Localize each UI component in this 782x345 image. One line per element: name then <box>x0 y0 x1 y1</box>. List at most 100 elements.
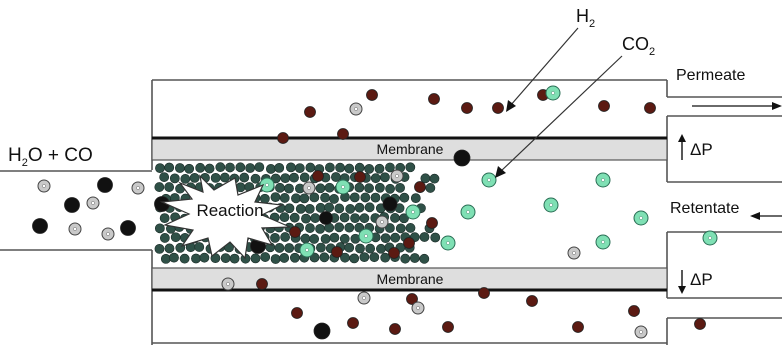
h2-particle-icon <box>526 295 538 307</box>
catalyst-pellet <box>215 162 226 173</box>
catalyst-pellet <box>309 234 320 244</box>
catalyst-pellet <box>395 182 405 193</box>
catalyst-pellet <box>324 202 335 213</box>
catalyst-pellet <box>245 163 256 173</box>
catalyst-pellet <box>284 243 295 253</box>
co-particle-core <box>136 186 140 190</box>
catalyst-pellet <box>286 162 296 173</box>
catalyst-pellet <box>430 232 441 243</box>
catalyst-pellet <box>405 223 416 233</box>
catalyst-pellet <box>354 222 365 233</box>
catalyst-pellet <box>279 193 290 203</box>
h2o-particle-icon <box>313 322 331 340</box>
catalyst-pellet <box>265 164 276 174</box>
h2-particle-icon <box>354 171 366 183</box>
catalyst-pellet <box>159 172 170 182</box>
catalyst-pellet <box>294 163 305 174</box>
catalyst-pellet <box>350 213 360 224</box>
catalyst-pellet <box>280 173 291 184</box>
h2o-particle-icon <box>120 220 136 236</box>
co2-particle-core <box>466 210 470 214</box>
h2-label: H2 <box>576 6 595 30</box>
catalyst-pellet <box>365 243 376 254</box>
catalyst-pellet <box>344 163 355 174</box>
catalyst-pellet <box>170 232 181 243</box>
catalyst-pellet <box>419 253 430 264</box>
catalyst-pellet <box>155 163 165 174</box>
reaction-label: Reaction <box>196 201 263 220</box>
catalyst-pellet <box>229 253 240 264</box>
catalyst-pellet <box>425 183 436 193</box>
h2-particle-icon <box>478 287 490 299</box>
catalyst-pellet <box>279 253 290 263</box>
co-particle-core <box>416 306 420 310</box>
catalyst-pellet <box>399 192 410 203</box>
catalyst-pellet <box>345 204 356 214</box>
catalyst-pellet <box>320 192 330 203</box>
co2-particle-core <box>265 183 269 187</box>
h2-particle-icon <box>403 237 415 249</box>
catalyst-pellet <box>279 212 290 223</box>
catalyst-pellet <box>270 173 281 184</box>
h2-particle-icon <box>256 278 268 290</box>
h2-particle-icon <box>598 100 610 112</box>
catalyst-pellet <box>319 252 330 263</box>
catalyst-pellet <box>385 162 395 173</box>
catalyst-pellet <box>169 252 179 263</box>
h2o-particle-icon <box>64 197 80 213</box>
catalyst-pellet <box>360 192 371 203</box>
catalyst-pellet <box>194 242 205 252</box>
catalyst-pellet <box>385 223 395 233</box>
catalyst-pellet <box>289 212 300 223</box>
co2-particle-core <box>364 234 368 238</box>
h2-particle-icon <box>331 246 343 258</box>
catalyst-pellet <box>399 213 409 224</box>
catalyst-pellet <box>429 173 440 184</box>
h2-particle-icon <box>304 106 316 118</box>
catalyst-pellet <box>370 192 381 203</box>
catalyst-pellet <box>354 162 365 173</box>
catalyst-pellet <box>159 233 170 243</box>
catalyst-pellet <box>390 213 400 223</box>
catalyst-pellet <box>374 163 385 174</box>
dp-top-label: ΔP <box>690 140 713 159</box>
catalyst-pellet <box>324 162 335 173</box>
catalyst-pellet <box>164 243 175 254</box>
catalyst-pellet <box>335 162 345 173</box>
catalyst-pellet <box>385 183 395 194</box>
catalyst-pellet <box>349 192 360 203</box>
catalyst-pellet <box>376 243 386 254</box>
catalyst-pellet <box>380 172 390 183</box>
h2-particle-icon <box>277 132 289 144</box>
catalyst-pellet <box>284 183 294 194</box>
co2-particle-core <box>305 248 309 252</box>
h2o-particle-icon <box>319 211 333 225</box>
co-particle-core <box>639 330 643 334</box>
co-particle-core <box>91 201 95 205</box>
catalyst-pellet <box>250 173 261 184</box>
reaction-burst: Reaction <box>159 174 291 260</box>
co2-particle-core <box>708 236 712 240</box>
feed-label: H2O + CO <box>8 145 93 169</box>
co2-pointer-line <box>499 55 623 173</box>
catalyst-pellet <box>364 163 375 174</box>
co2-particle-core <box>601 178 605 182</box>
co-particle-core <box>307 186 311 190</box>
h2-particle-icon <box>426 217 438 229</box>
co2-particle-core <box>446 241 450 245</box>
membrane-top-label: Membrane <box>377 141 444 157</box>
catalyst-pellet <box>275 182 285 193</box>
catalyst-pellet <box>329 232 340 243</box>
catalyst-pellet <box>160 253 171 264</box>
catalyst-pellet <box>400 253 411 264</box>
h2-particle-icon <box>428 93 440 105</box>
catalyst-pellet <box>174 163 185 173</box>
co2-particle-core <box>551 91 555 95</box>
h2-particle-icon <box>289 226 301 238</box>
catalyst-pellet <box>334 222 345 233</box>
catalyst-pellet <box>364 183 374 194</box>
catalyst-pellet <box>331 172 341 182</box>
catalyst-pellet <box>191 253 201 264</box>
catalyst-pellet <box>354 202 365 213</box>
catalyst-pellet <box>159 213 170 224</box>
